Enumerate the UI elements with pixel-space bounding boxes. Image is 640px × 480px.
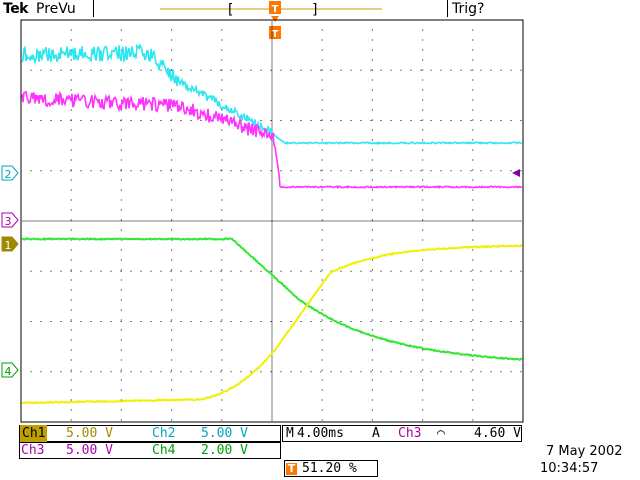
ch2-ground-marker[interactable]: 2 [2,166,18,181]
ch3-ground-marker[interactable]: 3 [2,213,18,228]
graticule-grid [21,20,524,423]
trigger-slope-icon: ⌒ [437,425,445,442]
trigger-mode: A [372,425,380,442]
ch3-scale: 5.00 V [66,442,113,459]
svg-text:T: T [272,4,279,15]
ch1-label[interactable]: Ch1 [20,425,47,442]
record-bracket-left: [ [228,2,233,18]
ch2-label[interactable]: Ch2 [152,425,175,442]
svg-text:1: 1 [5,239,12,252]
ch4-scale: 2.00 V [201,442,248,459]
ch4-ground-marker[interactable]: 4 [2,363,18,378]
ch4-label[interactable]: Ch4 [152,442,175,459]
ch1-scale: 5.00 V [66,425,113,442]
date-display: 7 May 2002 [546,443,623,460]
timebase-label: M [286,425,294,442]
trigger-position-icon: T [286,463,297,475]
trigger-position-marker[interactable]: T [269,1,281,22]
svg-text:2: 2 [5,168,12,181]
trigger-position-value[interactable]: 51.20 % [302,460,357,477]
record-bracket-right: ] [312,2,317,18]
svg-text:T: T [272,29,279,40]
svg-text:4: 4 [5,365,12,378]
ch2-scale: 5.00 V [201,425,248,442]
timebase-value[interactable]: 4.00ms [297,425,344,442]
trigger-marker[interactable]: T [269,26,281,40]
ch3-label[interactable]: Ch3 [21,442,44,459]
trigger-source[interactable]: Ch3 [398,425,421,442]
scope-display: [ ] T T 2 3 1 4 [0,0,640,480]
time-display: 10:34:57 [540,460,598,477]
trigger-level-marker[interactable] [512,169,520,177]
trigger-level[interactable]: 4.60 V [474,425,521,442]
svg-text:3: 3 [5,215,12,228]
ch1-ground-marker[interactable]: 1 [2,237,18,252]
